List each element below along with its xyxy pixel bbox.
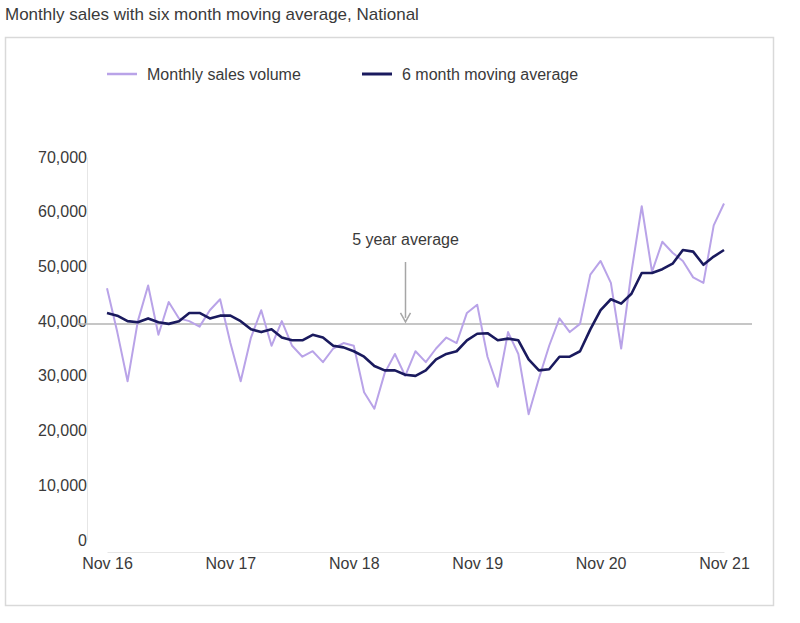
x-tick-label: Nov 17 bbox=[206, 555, 257, 572]
legend: Monthly sales volume 6 month moving avera… bbox=[107, 66, 578, 83]
legend-swatch bbox=[362, 73, 392, 76]
y-tick-label: 0 bbox=[78, 532, 87, 549]
y-tick-label: 70,000 bbox=[38, 149, 87, 166]
y-tick-label: 20,000 bbox=[38, 422, 87, 439]
y-tick: 10,000 bbox=[38, 477, 87, 494]
y-tick-label: 50,000 bbox=[38, 258, 87, 275]
frame bbox=[6, 38, 774, 606]
x-tick-label: Nov 19 bbox=[452, 555, 503, 572]
x-tick-label: Nov 20 bbox=[576, 555, 627, 572]
x-tick: Nov 21 bbox=[699, 552, 750, 572]
series-line bbox=[107, 250, 724, 376]
x-tick: Nov 20 bbox=[576, 552, 627, 572]
y-tick: 40,000 bbox=[38, 313, 87, 330]
x-tick: Nov 18 bbox=[329, 552, 380, 572]
legend-label: Monthly sales volume bbox=[147, 66, 301, 83]
x-tick-label: Nov 16 bbox=[82, 555, 133, 572]
y-tick-label: 30,000 bbox=[38, 367, 87, 384]
reference-line bbox=[77, 323, 752, 325]
y-axis: 0 10,000 20,000 30,000 40,000 50,000 60,000 70,… bbox=[38, 149, 87, 549]
y-tick: 70,000 bbox=[38, 149, 87, 166]
x-axis: Nov 16 Nov 17 Nov 18 Nov 19 Nov 20 Nov 21 bbox=[82, 552, 750, 572]
y-tick: 20,000 bbox=[38, 422, 87, 439]
x-tick-label: Nov 18 bbox=[329, 555, 380, 572]
annotation-arrowhead bbox=[401, 313, 411, 322]
series-line bbox=[107, 204, 724, 415]
legend-swatch bbox=[107, 73, 137, 76]
plot-area bbox=[77, 204, 752, 415]
chart: Monthly sales with six month moving aver… bbox=[0, 0, 800, 623]
y-axis-line bbox=[87, 158, 88, 541]
y-tick-label: 60,000 bbox=[38, 203, 87, 220]
x-axis-line bbox=[108, 552, 725, 553]
title: Monthly sales with six month moving aver… bbox=[5, 5, 419, 24]
x-tick-label: Nov 21 bbox=[699, 555, 750, 572]
y-tick: 30,000 bbox=[38, 367, 87, 384]
legend-label: 6 month moving average bbox=[402, 66, 578, 83]
y-tick: 50,000 bbox=[38, 258, 87, 275]
reference-label: 5 year average bbox=[352, 231, 459, 248]
y-tick: 0 bbox=[78, 532, 87, 549]
y-tick-label: 40,000 bbox=[38, 313, 87, 330]
annotation-arrow bbox=[405, 262, 407, 318]
y-tick: 60,000 bbox=[38, 203, 87, 220]
x-tick: Nov 19 bbox=[452, 552, 503, 572]
x-tick: Nov 16 bbox=[82, 552, 133, 572]
x-tick: Nov 17 bbox=[206, 552, 257, 572]
y-tick-label: 10,000 bbox=[38, 477, 87, 494]
